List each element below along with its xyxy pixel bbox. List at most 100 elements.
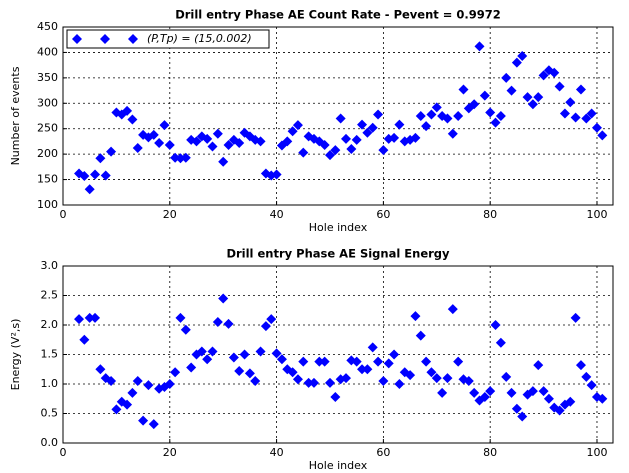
data-point bbox=[218, 293, 229, 304]
x-tick-label: 20 bbox=[163, 208, 177, 221]
data-point bbox=[538, 386, 549, 397]
x-tick-label: 80 bbox=[483, 446, 497, 459]
x-tick-label: 60 bbox=[376, 208, 390, 221]
data-point bbox=[501, 371, 512, 382]
data-point bbox=[394, 119, 405, 130]
data-point bbox=[447, 304, 458, 315]
data-point bbox=[431, 102, 442, 113]
data-point bbox=[378, 145, 389, 156]
data-point bbox=[469, 387, 480, 398]
data-point bbox=[218, 156, 229, 167]
data-point bbox=[239, 349, 250, 360]
data-point bbox=[154, 137, 165, 148]
data-point bbox=[180, 152, 191, 163]
data-point bbox=[164, 379, 175, 389]
data-point bbox=[106, 146, 117, 157]
data-point bbox=[234, 366, 245, 377]
data-point bbox=[127, 387, 138, 398]
data-point bbox=[453, 356, 464, 367]
data-point bbox=[415, 111, 426, 121]
x-tick-label: 20 bbox=[163, 446, 177, 459]
data-point bbox=[202, 133, 213, 144]
data-point bbox=[287, 126, 298, 137]
data-point bbox=[244, 368, 255, 379]
data-point bbox=[421, 121, 432, 132]
data-point bbox=[570, 112, 581, 123]
data-point bbox=[575, 360, 586, 371]
data-point bbox=[575, 84, 586, 95]
data-point bbox=[292, 374, 303, 385]
data-point bbox=[367, 342, 378, 353]
data-point bbox=[490, 117, 501, 128]
data-point bbox=[394, 379, 405, 389]
data-point bbox=[351, 356, 362, 367]
data-point bbox=[282, 136, 293, 147]
y-tick-label: 0.0 bbox=[41, 436, 59, 449]
data-point bbox=[330, 391, 341, 402]
data-point bbox=[357, 119, 368, 130]
data-point bbox=[495, 337, 506, 348]
legend-box bbox=[66, 29, 270, 49]
y-tick-label: 2.0 bbox=[41, 318, 59, 331]
data-point bbox=[447, 128, 458, 139]
data-point bbox=[341, 133, 352, 144]
data-point bbox=[228, 352, 239, 363]
data-point bbox=[207, 346, 218, 357]
data-point bbox=[479, 90, 490, 101]
data-point bbox=[517, 50, 528, 61]
data-point bbox=[175, 312, 186, 323]
data-point bbox=[79, 334, 90, 345]
y-tick-label: 450 bbox=[37, 20, 58, 33]
y-tick-label: 200 bbox=[37, 147, 58, 160]
x-tick-label: 40 bbox=[270, 208, 284, 221]
data-point bbox=[410, 132, 421, 143]
data-point bbox=[351, 134, 362, 145]
data-point bbox=[298, 356, 309, 367]
data-point bbox=[597, 393, 608, 404]
data-point bbox=[122, 105, 133, 116]
data-point bbox=[255, 346, 266, 357]
data-point bbox=[234, 137, 245, 148]
data-point bbox=[517, 411, 528, 422]
data-point bbox=[405, 370, 416, 381]
data-point bbox=[506, 387, 517, 398]
data-point bbox=[362, 127, 373, 138]
data-point bbox=[260, 321, 271, 332]
data-point bbox=[143, 380, 154, 391]
data-point bbox=[207, 141, 218, 152]
data-point bbox=[591, 122, 602, 133]
data-point bbox=[543, 393, 554, 404]
y-tick-label: 300 bbox=[37, 96, 58, 109]
data-point bbox=[180, 324, 191, 335]
legend-label: (P,Tp) = (15,0.002) bbox=[147, 32, 252, 45]
data-point bbox=[421, 356, 432, 367]
data-point bbox=[308, 377, 319, 388]
data-point bbox=[298, 147, 309, 158]
data-point bbox=[346, 144, 357, 155]
data-point bbox=[463, 376, 474, 387]
data-point bbox=[367, 122, 378, 133]
data-point bbox=[319, 356, 330, 367]
data-point bbox=[458, 84, 469, 95]
data-point bbox=[84, 312, 95, 323]
data-point bbox=[410, 311, 421, 322]
data-point bbox=[223, 139, 234, 150]
data-point bbox=[554, 405, 565, 416]
data-point bbox=[186, 362, 197, 373]
data-point bbox=[324, 377, 335, 388]
data-point bbox=[314, 356, 325, 367]
data-point bbox=[202, 354, 213, 365]
data-point bbox=[538, 70, 549, 81]
data-point bbox=[362, 364, 373, 375]
data-point bbox=[292, 120, 303, 131]
data-point bbox=[148, 129, 159, 140]
data-point bbox=[106, 376, 117, 387]
plot-frame bbox=[62, 265, 614, 444]
x-axis-label: Hole index bbox=[309, 459, 368, 472]
data-point bbox=[565, 396, 576, 407]
data-point bbox=[122, 399, 133, 410]
data-point bbox=[415, 330, 426, 341]
data-point bbox=[442, 113, 453, 124]
data-point bbox=[357, 364, 368, 375]
data-point bbox=[100, 170, 111, 181]
